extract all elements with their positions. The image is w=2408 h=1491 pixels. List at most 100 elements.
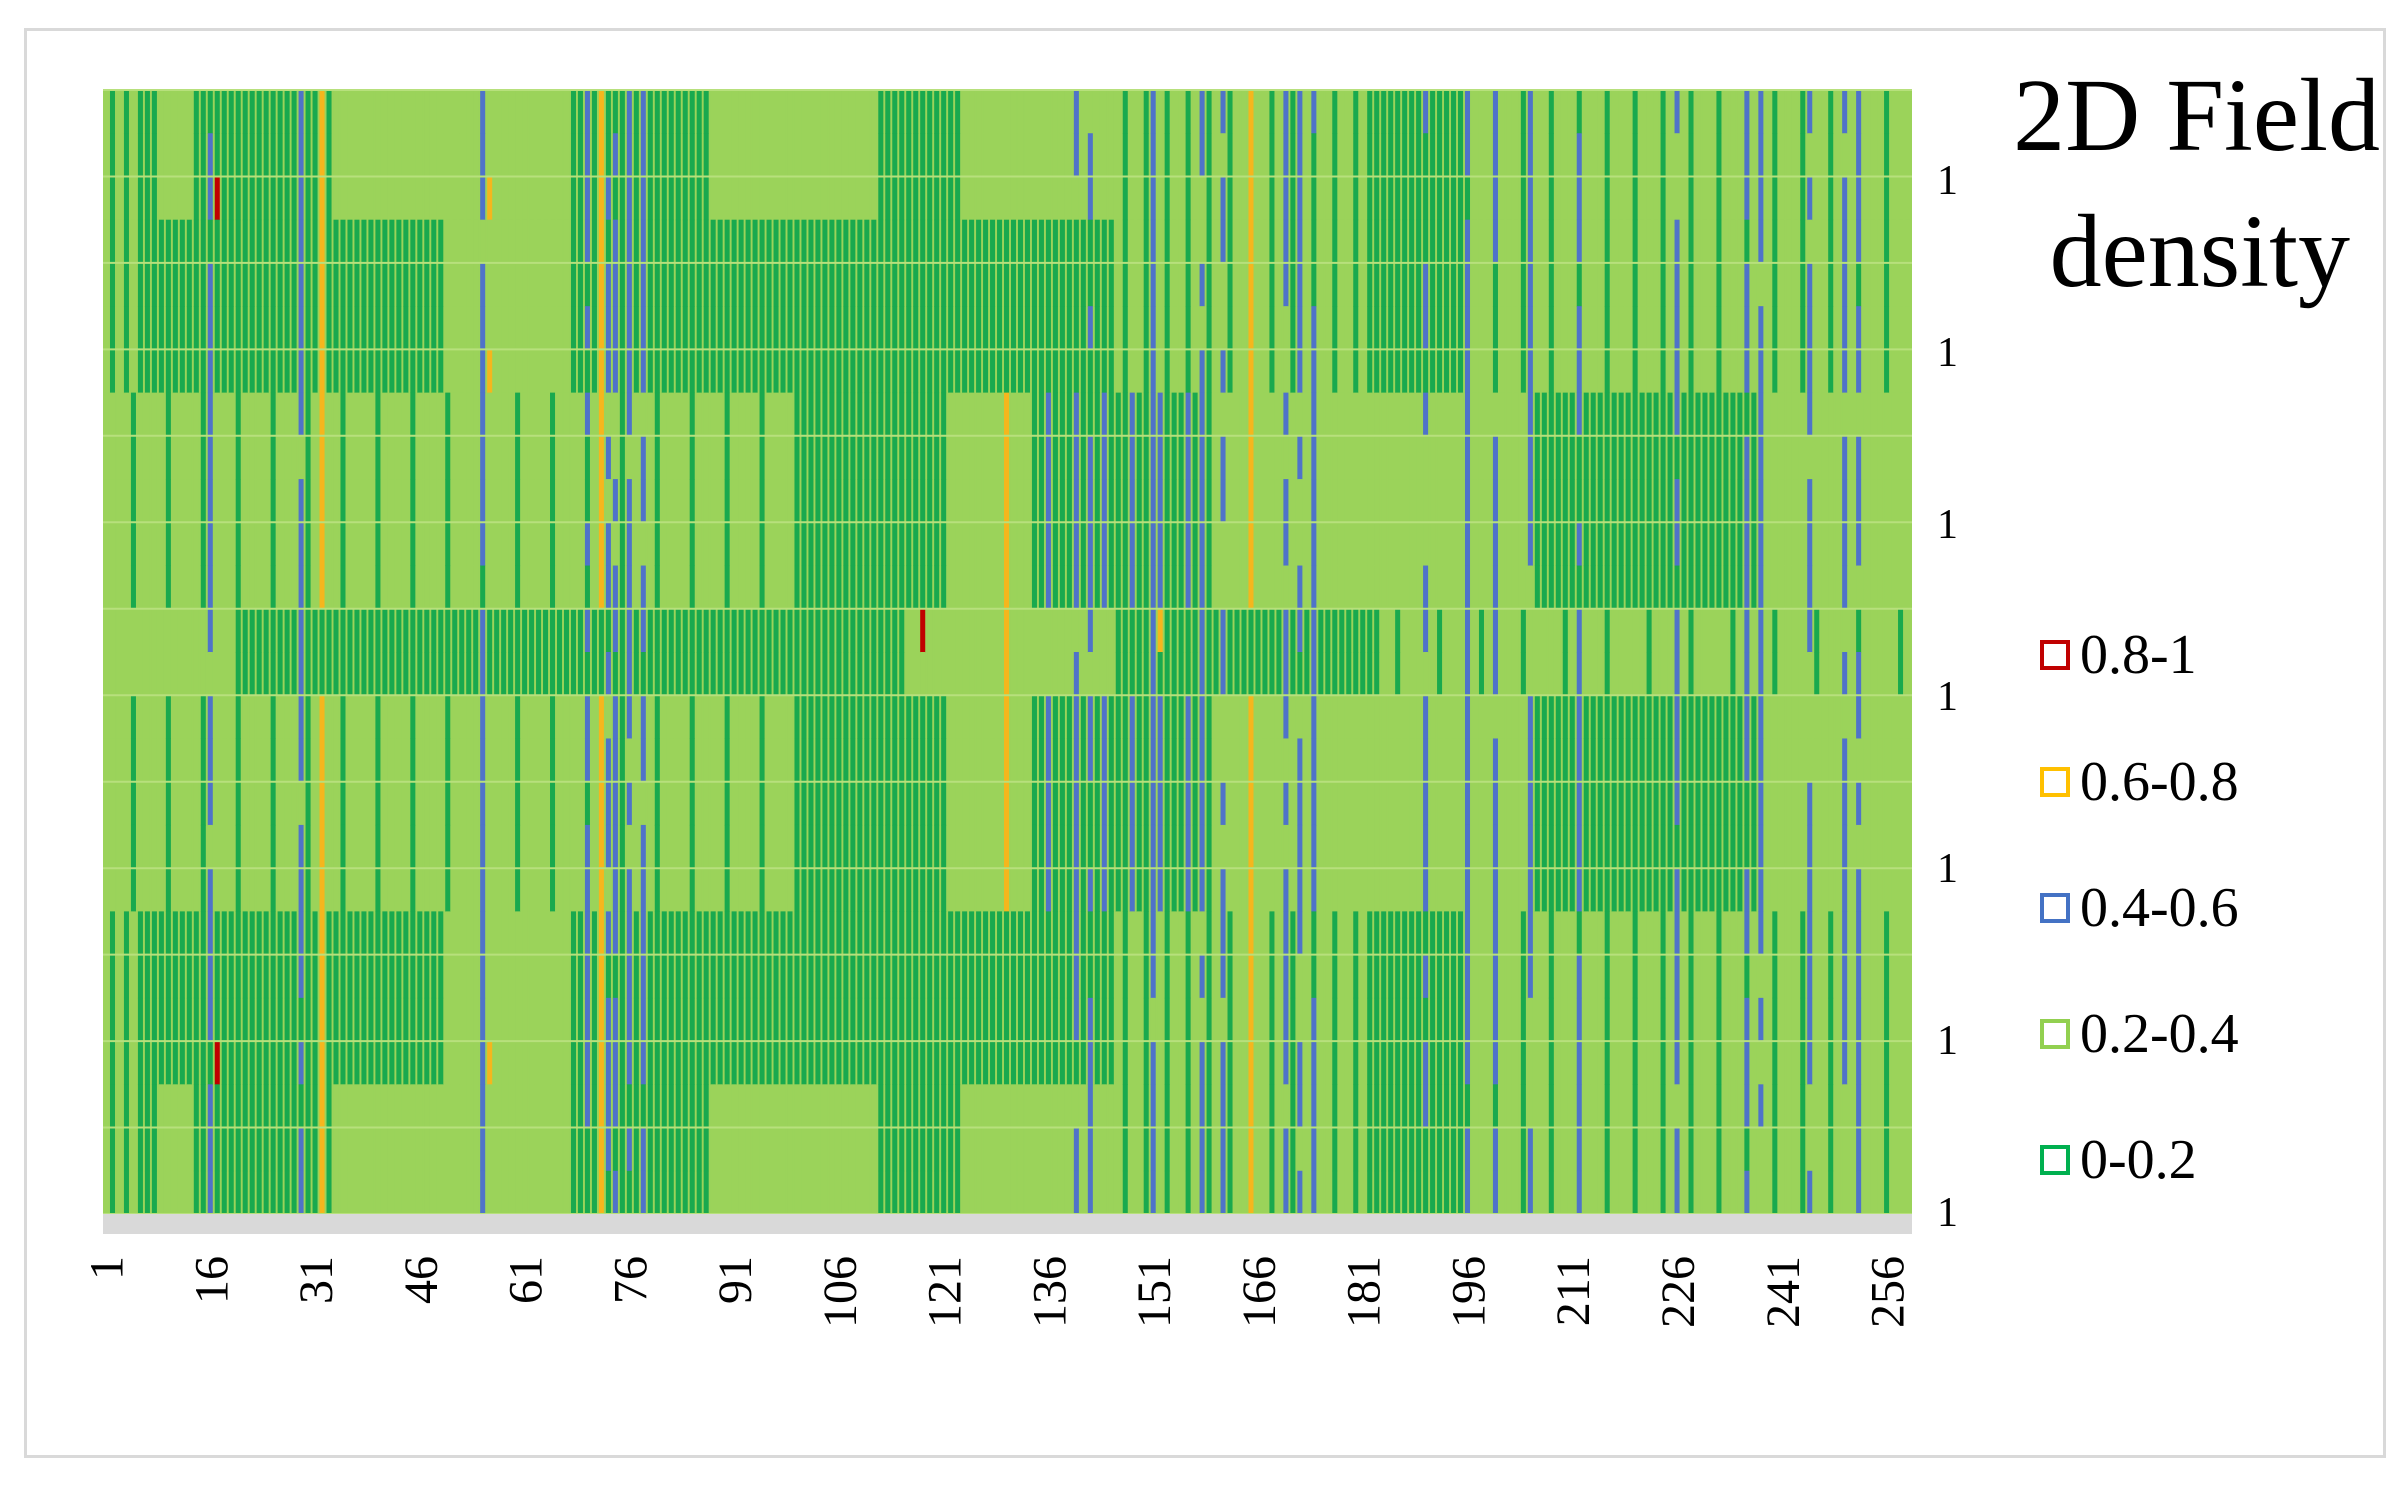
heatmap-cell bbox=[214, 824, 220, 869]
heatmap-cell bbox=[843, 911, 849, 956]
heatmap-cell bbox=[892, 1084, 898, 1129]
heatmap-cell bbox=[221, 479, 227, 523]
heatmap-cell bbox=[1353, 176, 1359, 221]
heatmap-cell bbox=[186, 262, 192, 307]
heatmap-column bbox=[151, 90, 157, 1215]
heatmap-cell bbox=[584, 997, 590, 1042]
heatmap-cell bbox=[1101, 738, 1107, 783]
heatmap-cell bbox=[1297, 781, 1303, 826]
heatmap-cell bbox=[668, 824, 674, 869]
heatmap-cell bbox=[200, 1041, 206, 1085]
heatmap-cell bbox=[1297, 1170, 1303, 1215]
heatmap-cell bbox=[242, 176, 248, 221]
heatmap-cell bbox=[144, 652, 150, 696]
heatmap-cell bbox=[1269, 90, 1275, 134]
heatmap-cell bbox=[1094, 1041, 1100, 1085]
heatmap-cell bbox=[731, 608, 737, 653]
heatmap-cell bbox=[1136, 652, 1142, 696]
heatmap-cell bbox=[619, 1084, 625, 1129]
heatmap-cell bbox=[689, 695, 695, 739]
heatmap-cell bbox=[780, 435, 786, 480]
heatmap-column bbox=[284, 90, 290, 1215]
heatmap-cell bbox=[116, 1041, 122, 1085]
heatmap-cell bbox=[948, 1170, 954, 1215]
heatmap-cell bbox=[1129, 565, 1135, 610]
heatmap-cell bbox=[501, 392, 507, 437]
heatmap-cell bbox=[396, 824, 402, 869]
heatmap-cell bbox=[109, 1170, 116, 1215]
heatmap-cell bbox=[494, 738, 500, 783]
heatmap-cell bbox=[1073, 1127, 1079, 1172]
heatmap-cell bbox=[717, 219, 723, 264]
heatmap-cell bbox=[703, 868, 709, 912]
heatmap-cell bbox=[1087, 781, 1093, 826]
heatmap-cell bbox=[557, 652, 563, 696]
heatmap-cell bbox=[298, 522, 304, 567]
heatmap-cell bbox=[116, 522, 122, 567]
heatmap-cell bbox=[1094, 652, 1100, 696]
heatmap-cell bbox=[1157, 738, 1163, 783]
heatmap-cell bbox=[445, 1127, 451, 1172]
heatmap-cell bbox=[1045, 435, 1051, 480]
heatmap-cell bbox=[934, 435, 940, 480]
heatmap-cell bbox=[815, 868, 821, 912]
heatmap-cell bbox=[626, 479, 632, 523]
heatmap-cell bbox=[906, 652, 912, 696]
heatmap-cell bbox=[270, 522, 276, 567]
heatmap-cell bbox=[389, 954, 395, 999]
heatmap-cell bbox=[808, 1170, 814, 1215]
heatmap-cell bbox=[396, 652, 402, 696]
heatmap-cell bbox=[319, 176, 325, 221]
heatmap-cell bbox=[284, 652, 290, 696]
heatmap-cell bbox=[626, 262, 632, 307]
heatmap-cell bbox=[808, 306, 814, 350]
heatmap-cell bbox=[221, 695, 227, 739]
heatmap-cell bbox=[1206, 652, 1212, 696]
heatmap-cell bbox=[550, 1041, 556, 1085]
heatmap-cell bbox=[647, 392, 653, 437]
heatmap-cell bbox=[361, 349, 367, 394]
heatmap-cell bbox=[640, 435, 646, 480]
heatmap-cell bbox=[1381, 349, 1387, 394]
heatmap-cell bbox=[612, 219, 618, 264]
heatmap-cell bbox=[1115, 738, 1121, 783]
heatmap-cell bbox=[801, 565, 807, 610]
heatmap-cell bbox=[1290, 911, 1296, 956]
heatmap-cell bbox=[1290, 479, 1296, 523]
heatmap-cell bbox=[1073, 219, 1079, 264]
heatmap-cell bbox=[654, 565, 660, 610]
heatmap-cell bbox=[452, 1084, 458, 1129]
heatmap-cell bbox=[913, 738, 919, 783]
heatmap-cell bbox=[808, 824, 814, 869]
heatmap-cell bbox=[892, 176, 898, 221]
heatmap-cell bbox=[473, 306, 479, 350]
heatmap-cell bbox=[1248, 954, 1254, 999]
heatmap-cell bbox=[291, 608, 297, 653]
heatmap-cell bbox=[955, 262, 961, 307]
heatmap-cell bbox=[1052, 306, 1058, 350]
heatmap-cell bbox=[1241, 608, 1247, 653]
heatmap-cell bbox=[724, 522, 730, 567]
heatmap-cell bbox=[822, 781, 828, 826]
heatmap-cell bbox=[773, 1041, 779, 1085]
heatmap-cell bbox=[1381, 176, 1387, 221]
heatmap-cell bbox=[1143, 219, 1149, 264]
heatmap-cell bbox=[605, 435, 611, 480]
heatmap-cell bbox=[1262, 868, 1268, 912]
heatmap-cell bbox=[165, 219, 171, 264]
heatmap-cell bbox=[536, 608, 542, 653]
heatmap-cell bbox=[1115, 1084, 1121, 1129]
heatmap-cell bbox=[480, 997, 486, 1042]
heatmap-cell bbox=[158, 306, 164, 350]
heatmap-cell bbox=[130, 219, 136, 264]
heatmap-cell bbox=[207, 392, 213, 437]
heatmap-cell bbox=[144, 392, 150, 437]
heatmap-cell bbox=[207, 824, 213, 869]
heatmap-cell bbox=[871, 608, 877, 653]
heatmap-cell bbox=[103, 176, 109, 221]
heatmap-cell bbox=[619, 738, 625, 783]
heatmap-cell bbox=[738, 176, 744, 221]
heatmap-cell bbox=[703, 1127, 709, 1172]
heatmap-cell bbox=[1178, 1170, 1184, 1215]
heatmap-cell bbox=[752, 1170, 758, 1215]
